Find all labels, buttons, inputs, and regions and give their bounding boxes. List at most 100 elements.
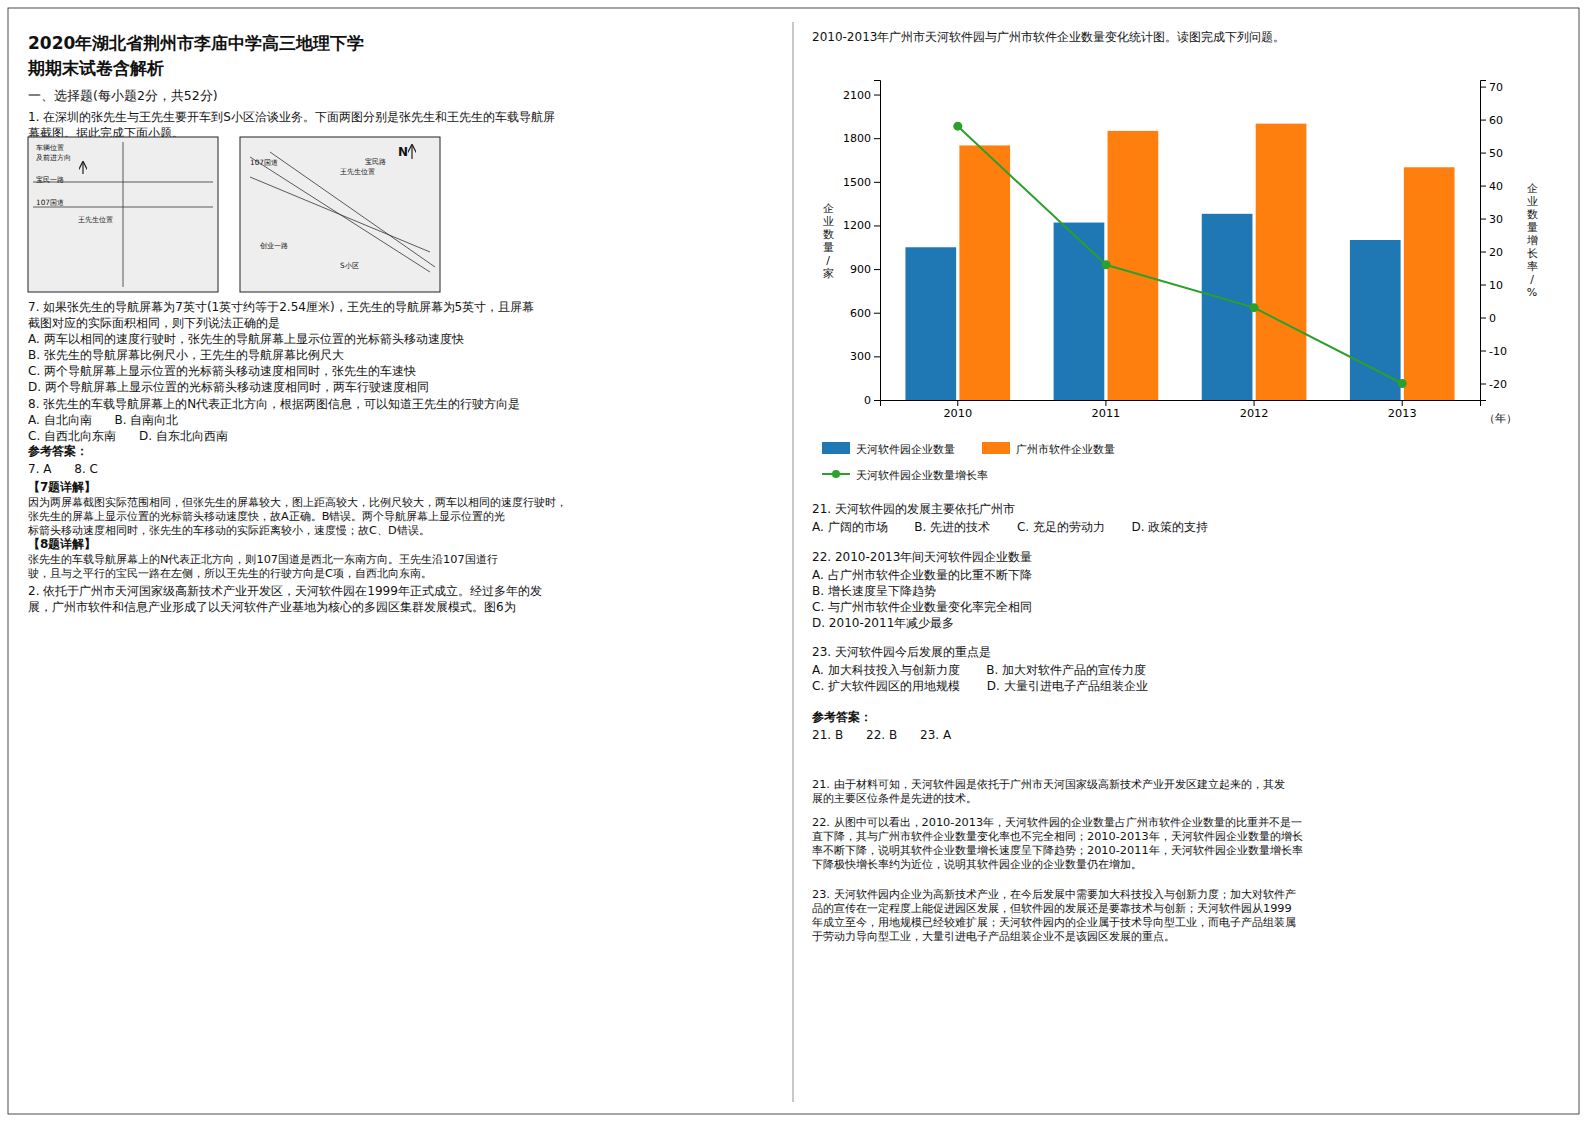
page-texts: 2020年湖北省荆州市李庙中学高三地理下学期期末试卷含解析一、选择题(每小题2分… (27, 33, 1303, 943)
answer-text: 21. B 22. B 23. A (812, 728, 952, 742)
question-text: 展，广州市软件和信息产业形成了以天河软件产业基地为核心的多园区集群发展模式。图6… (28, 600, 516, 614)
page-title: 期期末试卷含解析 (27, 58, 164, 78)
legend-label: 天河软件园企业数量增长率 (856, 469, 988, 482)
map-label: 107国道 (36, 198, 64, 207)
y2-axis: -20-10010203040506070 (1480, 81, 1507, 401)
tick-mark (874, 182, 880, 183)
y-axis: 03006009001200150018002100 (843, 81, 881, 408)
option-text: D. 两个导航屏幕上显示位置的光标箭头移动速度相同时，两车行驶速度相同 (28, 380, 429, 394)
legend-item: 广州市软件企业数量 (982, 442, 1115, 456)
tick-label: 60 (1489, 114, 1503, 127)
axis-title: 企业数量/家 (823, 202, 834, 280)
tick-mark (874, 95, 880, 96)
chart: 2010-2013年广州市天河软件园与广州市软件企业数量变化统计图。读图完成下列… (812, 30, 1538, 482)
explanation-text: 21. 由于材料可知，天河软件园是依托于广州市天河国家级高新技术产业开发区建立起… (812, 778, 1285, 791)
tick-label: 0 (1489, 312, 1496, 325)
option-text: B. 增长速度呈下降趋势 (812, 584, 936, 598)
line-marker (1398, 379, 1407, 388)
option-text: C. 两个导航屏幕上显示位置的光标箭头移动速度相同时，张先生的车速快 (28, 364, 416, 378)
tick-mark (874, 225, 880, 226)
explanation-text: 品的宣传在一定程度上能促进园区发展，但软件园的发展还是要靠技术与创新；天河软件园… (812, 902, 1292, 915)
explanation-text: 标箭头移动速度相同时，张先生的车移动的实际距离较小，速度慢；故C、D错误。 (27, 524, 430, 537)
direction-arrow (82, 162, 83, 174)
tick-mark (1254, 400, 1255, 406)
map-label: 宝民路 (365, 157, 386, 166)
explanation-text: 于劳动力导向型工业，大量引进电子产品组装企业不是该园区发展的重点。 (812, 930, 1175, 943)
explanation-heading: 【7题详解】 (28, 480, 96, 494)
question-text: 22. 2010-2013年间天河软件园企业数量 (812, 550, 1032, 564)
tick-label: 2012 (1240, 407, 1269, 420)
tick-label: 0 (864, 394, 871, 407)
tick: 2013 (1388, 400, 1417, 420)
tick: 50 (1480, 147, 1503, 160)
tick: 2012 (1240, 400, 1269, 420)
tick-label: 10 (1489, 279, 1503, 292)
tick-mark (874, 269, 880, 270)
tick: 30 (1480, 213, 1503, 226)
tick-label: -20 (1489, 378, 1507, 391)
bar (1202, 214, 1253, 400)
explanation-text: 下降极快增长率约为近位，说明其软件园企业的企业数量仍在增加。 (812, 858, 1142, 871)
tick: 60 (1480, 114, 1503, 127)
tick-mark (1480, 384, 1486, 385)
tick: 2010 (943, 400, 972, 420)
explanation-text: 张先生的屏幕上显示位置的光标箭头移动速度快，故A正确。B错误。两个导航屏幕上显示… (28, 510, 505, 523)
map-label: 王先生位置 (78, 215, 113, 224)
question-text: 7. 如果张先生的导航屏幕为7英寸(1英寸约等于2.54厘米)，王先生的导航屏幕… (28, 300, 534, 314)
tick-mark (1480, 285, 1486, 286)
tick: 2100 (843, 89, 880, 102)
tick: -10 (1480, 345, 1507, 358)
tick-label: 2100 (843, 89, 871, 102)
legend-swatch (982, 442, 1010, 454)
explanation-text: 张先生的车载导航屏幕上的N代表正北方向，则107国道是西北一东南方向。王先生沿1… (28, 553, 498, 566)
bar (1256, 124, 1307, 400)
section-heading: 一、选择题(每小题2分，共52分) (28, 88, 218, 103)
column-divider (793, 22, 794, 1102)
tick: 600 (850, 307, 880, 320)
bar (1054, 223, 1105, 400)
explanation-text: 因为两屏幕截图实际范围相同，但张先生的屏幕较大，图上距高较大，比例尺较大，两车以… (28, 496, 567, 509)
tick-mark (1480, 252, 1486, 253)
tick-label: -10 (1489, 345, 1507, 358)
tick-label: 2011 (1092, 407, 1121, 420)
tick-mark (1480, 87, 1486, 88)
explanation-text: 直下降，其与广州市软件企业数量变化率也不完全相同；2010-2013年，天河软件… (812, 830, 1303, 843)
tick-label: 900 (850, 263, 871, 276)
tick-mark (1480, 351, 1486, 352)
answer-text: 7. A 8. C (28, 462, 98, 476)
tick: 20 (1480, 246, 1503, 259)
option-text: A. 两车以相同的速度行驶时，张先生的导航屏幕上显示位置的光标箭头移动速度快 (28, 332, 464, 346)
tick: 0 (1480, 312, 1496, 325)
line-marker (1250, 303, 1259, 312)
tick-label: 2010 (943, 407, 972, 420)
tick-mark (1402, 400, 1403, 406)
map-screenshot: 车辆位置及前进方向宝民一路107国道王先生位置 (28, 137, 218, 292)
option-text: A. 广阔的市场 B. 先进的技术 C. 充足的劳动力 D. 政策的支持 (812, 520, 1208, 534)
legend-swatch (822, 442, 850, 454)
axis-title: 企业数量增长率/% (1526, 182, 1538, 299)
x-axis: 2010 2011 2012 2013 (881, 400, 1481, 420)
tick-label: 50 (1489, 147, 1503, 160)
axis-title: （年） (1484, 412, 1517, 425)
road (123, 142, 124, 287)
tick-label: 70 (1489, 81, 1503, 94)
bar (1108, 131, 1159, 400)
question-text: 21. 天河软件园的发展主要依托广州市 (812, 502, 1015, 516)
legend-swatch (832, 470, 840, 478)
tick-label: 30 (1489, 213, 1503, 226)
explanation-text: 驶，且与之平行的宝民一路在左侧，所以王先生的行驶方向是C项，自西北向东南。 (28, 567, 432, 580)
tick-label: 1800 (843, 132, 871, 145)
option-text: C. 与广州市软件企业数量变化率完全相同 (812, 600, 1032, 614)
map-label: N (398, 145, 408, 159)
answer-heading: 参考答案： (811, 710, 872, 724)
tick-label: 1500 (843, 176, 871, 189)
tick-mark (1480, 318, 1486, 319)
option-text: C. 自西北向东南 D. 自东北向西南 (28, 429, 228, 443)
axis-line (881, 401, 1481, 407)
tick: -20 (1480, 378, 1507, 391)
legend-label: 天河软件园企业数量 (856, 443, 955, 456)
question-text: 截图对应的实际面积相同，则下列说法正确的是 (28, 316, 280, 330)
tick-label: 300 (850, 350, 871, 363)
page: 2020年湖北省荆州市李庙中学高三地理下学期期末试卷含解析一、选择题(每小题2分… (0, 0, 1587, 1122)
tick-mark (1480, 219, 1486, 220)
